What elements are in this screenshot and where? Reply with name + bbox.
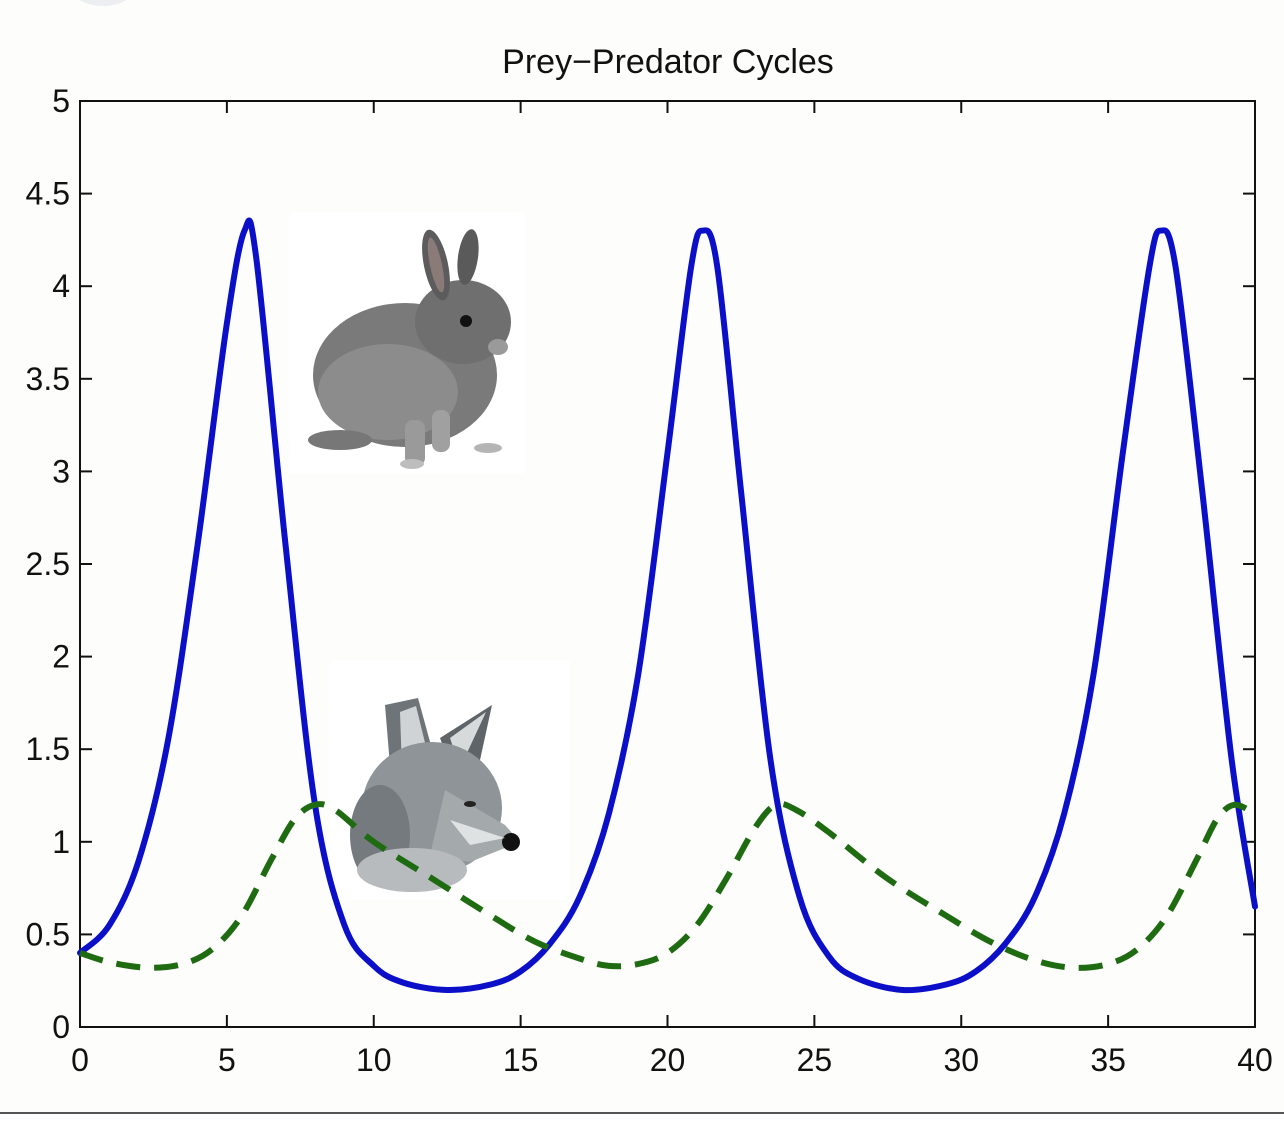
chart-title: Prey−Predator Cycles (502, 43, 834, 81)
x-tick-label: 30 (943, 1042, 979, 1078)
y-tick-label: 2 (52, 639, 70, 675)
x-tick-label: 40 (1237, 1042, 1273, 1078)
y-tick-label: 5 (52, 83, 70, 119)
x-tick-label: 5 (218, 1042, 236, 1078)
y-tick-label: 1.5 (26, 731, 70, 767)
x-tick-label: 25 (797, 1042, 833, 1078)
x-tick-label: 15 (503, 1042, 539, 1078)
y-tick-label: 3.5 (26, 361, 70, 397)
y-tick-label: 2.5 (26, 546, 70, 582)
x-tick-label: 20 (650, 1042, 686, 1078)
corner-avatar (68, 0, 138, 6)
prey-series-line (77, 217, 1258, 994)
bottom-strip (0, 1114, 1284, 1130)
x-tick-label: 10 (356, 1042, 392, 1078)
y-tick-label: 3 (52, 453, 70, 489)
y-tick-label: 4.5 (26, 176, 70, 212)
fox-image (330, 660, 570, 900)
y-tick-label: 4 (52, 268, 70, 304)
y-tick-label: 1 (52, 824, 70, 860)
x-tick-label: 0 (71, 1042, 89, 1078)
y-tick-label: 0 (52, 1009, 70, 1045)
predator-series-line (79, 800, 1257, 971)
rabbit-image (290, 212, 525, 474)
divider (0, 1112, 1284, 1114)
x-tick-label: 35 (1090, 1042, 1126, 1078)
y-tick-label: 0.5 (26, 916, 70, 952)
